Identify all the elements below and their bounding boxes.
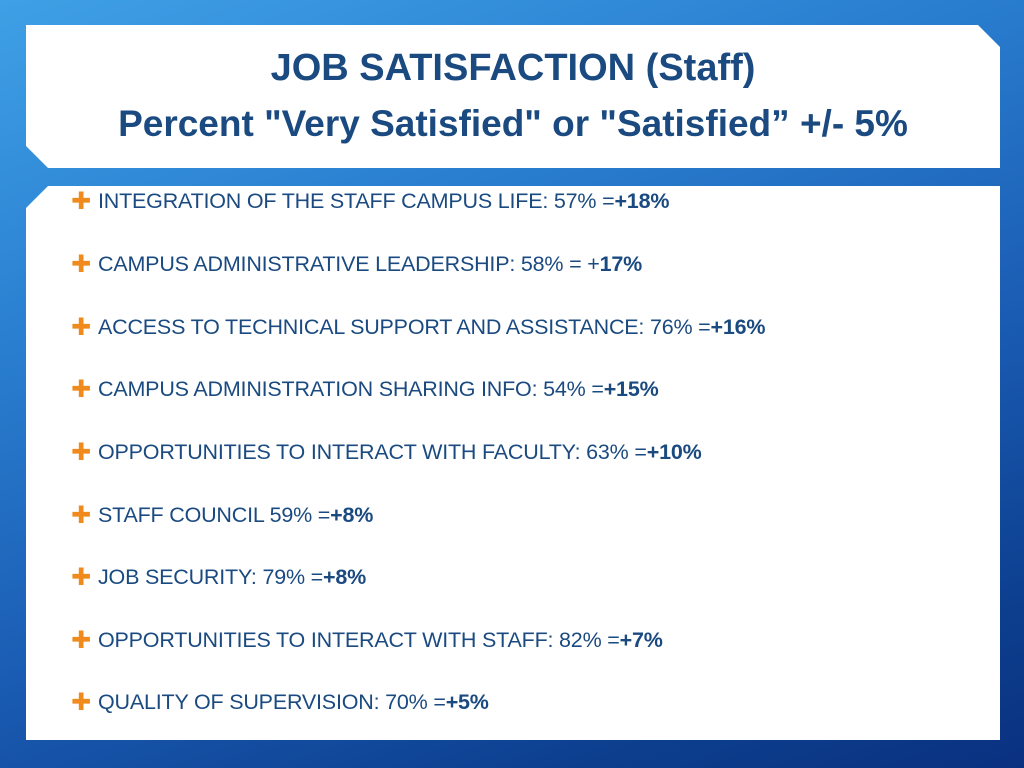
list-item: ✚ JOB SECURITY: 79% = +8% <box>71 562 367 592</box>
item-change: +5% <box>445 689 489 714</box>
plus-bullet-icon: ✚ <box>71 314 91 341</box>
item-label: QUALITY OF SUPERVISION: 70% = <box>98 689 446 714</box>
item-change: +8% <box>330 502 374 527</box>
plus-bullet-icon: ✚ <box>71 376 91 403</box>
list-item: ✚ CAMPUS ADMINISTRATIVE LEADERSHIP: 58% … <box>71 249 643 279</box>
plus-bullet-icon: ✚ <box>71 502 91 529</box>
plus-bullet-icon: ✚ <box>71 188 91 215</box>
bullet-list: ✚ INTEGRATION OF THE STAFF CAMPUS LIFE: … <box>26 186 1000 740</box>
item-change: +8% <box>323 564 367 589</box>
list-item: ✚ STAFF COUNCIL 59% = +8% <box>71 500 374 530</box>
item-change: +18% <box>614 188 670 213</box>
slide-subtitle: Percent "Very Satisfied" or "Satisfied” … <box>118 103 908 144</box>
plus-bullet-icon: ✚ <box>71 251 91 278</box>
item-label: OPPORTUNITIES TO INTERACT WITH STAFF: 82… <box>98 627 620 652</box>
content-panel: ✚ INTEGRATION OF THE STAFF CAMPUS LIFE: … <box>26 186 1000 740</box>
list-item: ✚ INTEGRATION OF THE STAFF CAMPUS LIFE: … <box>71 186 670 216</box>
plus-bullet-icon: ✚ <box>71 689 91 716</box>
item-label: CAMPUS ADMINISTRATIVE LEADERSHIP: 58% = … <box>98 251 600 276</box>
item-change: +16% <box>710 314 766 339</box>
slide-title: JOB SATISFACTION (Staff) <box>270 47 756 89</box>
item-change: +10% <box>646 439 702 464</box>
item-change: +7% <box>619 627 663 652</box>
item-label: OPPORTUNITIES TO INTERACT WITH FACULTY: … <box>98 439 647 464</box>
item-label: JOB SECURITY: 79% = <box>98 564 324 589</box>
list-item: ✚ OPPORTUNITIES TO INTERACT WITH STAFF: … <box>71 625 663 655</box>
item-label: ACCESS TO TECHNICAL SUPPORT AND ASSISTAN… <box>98 314 711 339</box>
list-item: ✚ QUALITY OF SUPERVISION: 70% = +5% <box>71 687 489 717</box>
title-panel: JOB SATISFACTION (Staff) Percent "Very S… <box>26 25 1000 168</box>
item-label: STAFF COUNCIL 59% = <box>98 502 331 527</box>
plus-bullet-icon: ✚ <box>71 564 91 591</box>
item-label: CAMPUS ADMINISTRATION SHARING INFO: 54% … <box>98 376 604 401</box>
list-item: ✚ ACCESS TO TECHNICAL SUPPORT AND ASSIST… <box>71 312 766 342</box>
plus-bullet-icon: ✚ <box>71 627 91 654</box>
item-change: +15% <box>603 376 659 401</box>
item-label: INTEGRATION OF THE STAFF CAMPUS LIFE: 57… <box>98 188 615 213</box>
list-item: ✚ OPPORTUNITIES TO INTERACT WITH FACULTY… <box>71 437 702 467</box>
list-item: ✚ CAMPUS ADMINISTRATION SHARING INFO: 54… <box>71 374 659 404</box>
plus-bullet-icon: ✚ <box>71 439 91 466</box>
item-change: 17% <box>599 251 643 276</box>
